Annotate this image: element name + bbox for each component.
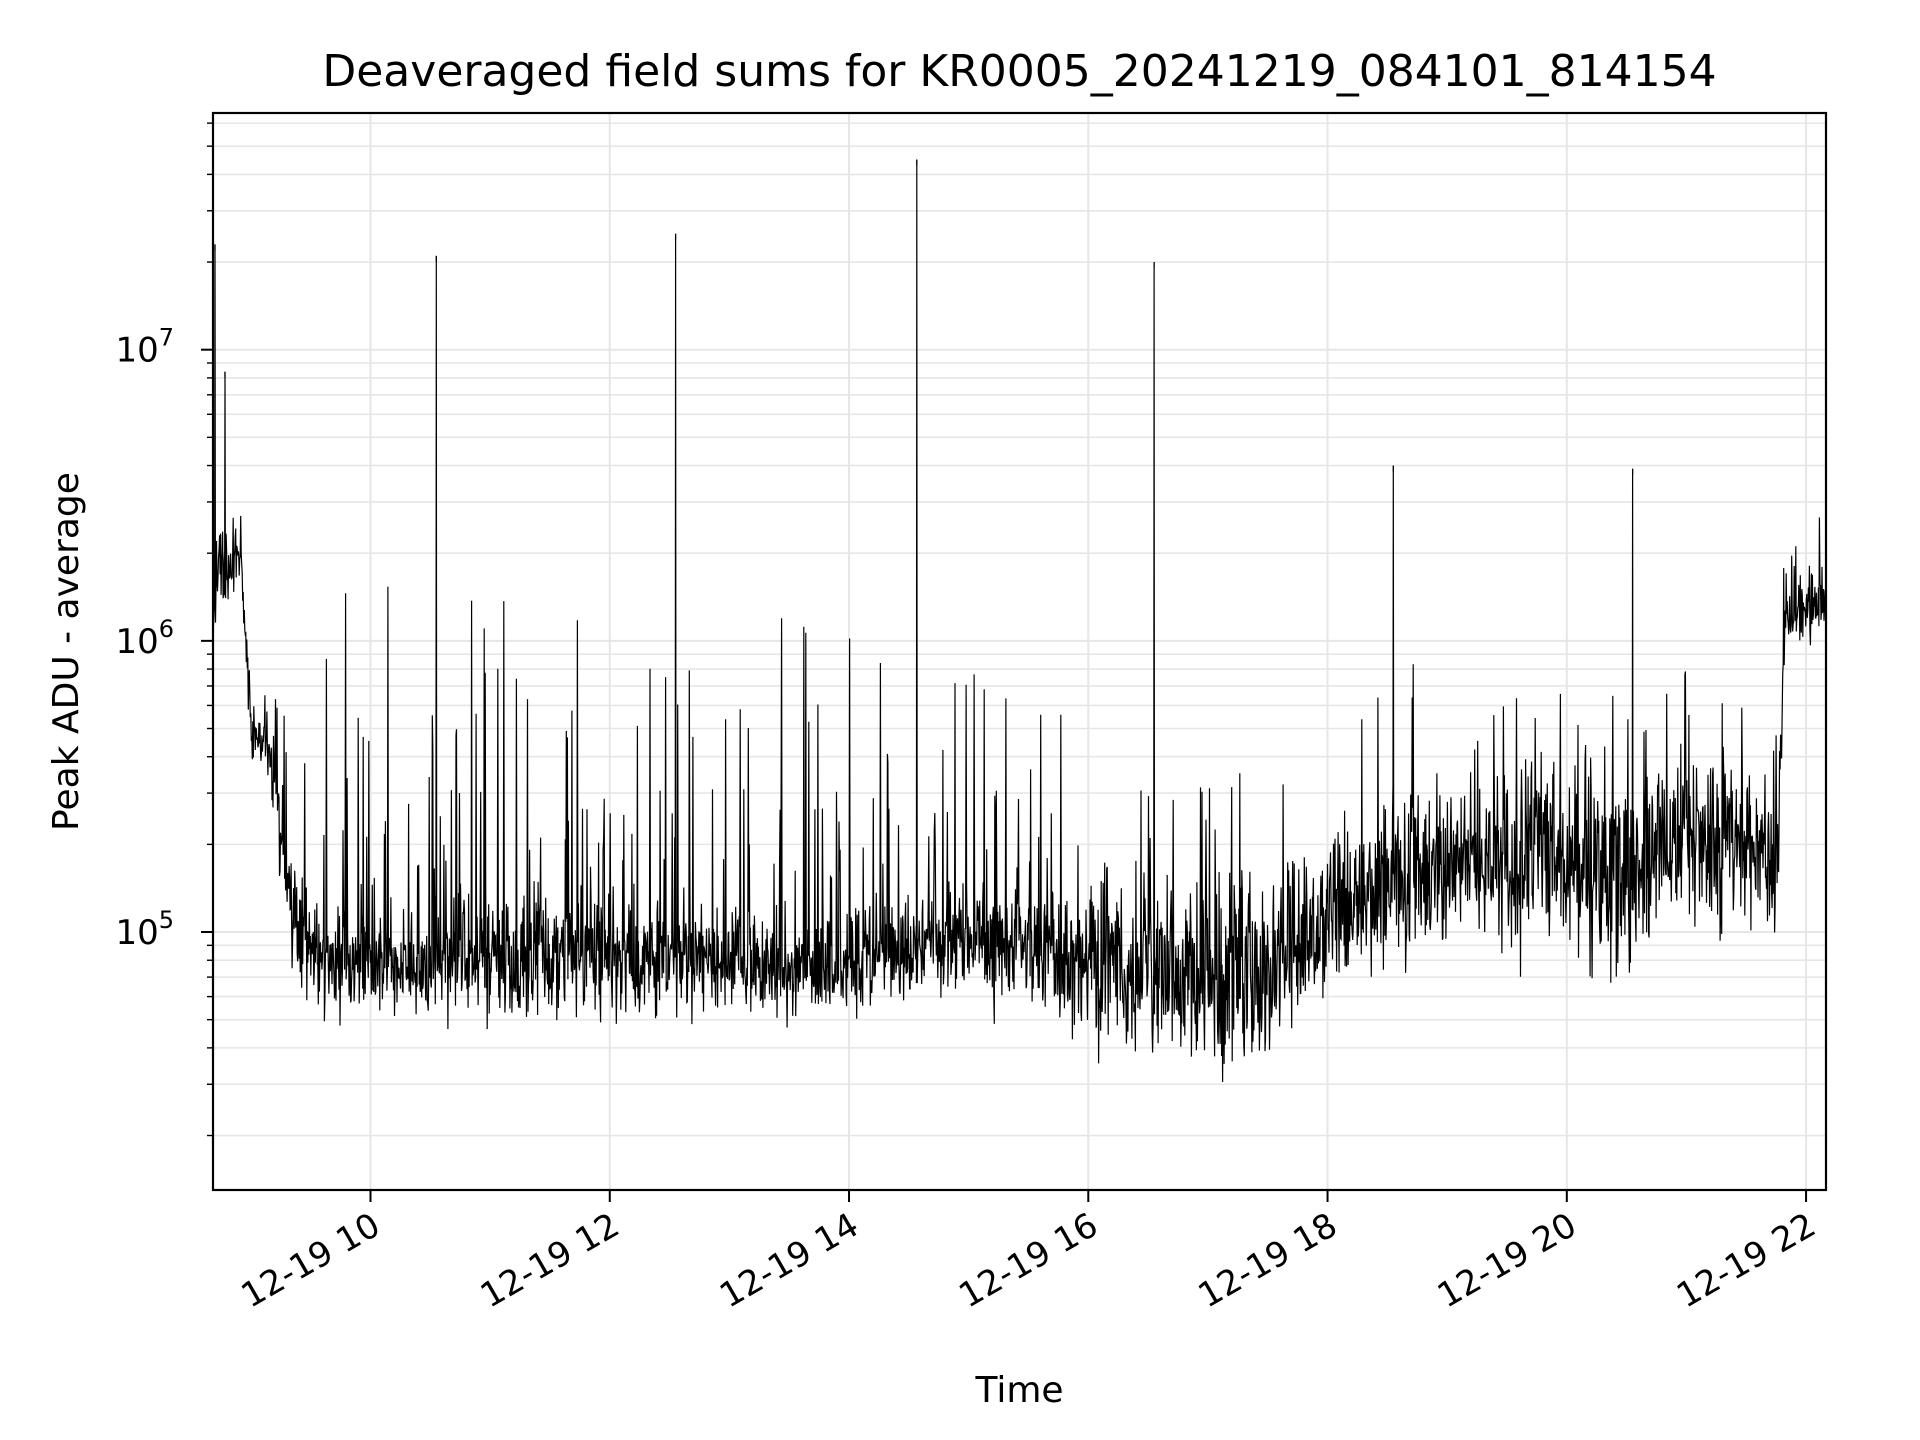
x-tick-label: 12-19 22 [1670, 1205, 1822, 1316]
series-line [213, 159, 1826, 1083]
y-tick-label-exponent: 7 [159, 324, 174, 352]
y-tick-label-base: 10 [115, 622, 158, 662]
y-tick-label: 106 [115, 615, 174, 662]
x-tick-label: 12-19 16 [952, 1205, 1104, 1316]
y-tick-label-exponent: 6 [159, 615, 174, 643]
x-tick-label: 12-19 18 [1192, 1205, 1344, 1316]
grid-layer [213, 113, 1826, 1190]
y-axis-label: Peak ADU - average [46, 472, 87, 831]
x-axis-label: Time [974, 1370, 1063, 1411]
x-tick-label: 12-19 20 [1431, 1205, 1583, 1316]
x-tick-label: 12-19 10 [235, 1205, 387, 1316]
y-tick-label: 107 [115, 324, 174, 371]
y-tick-label-base: 10 [115, 913, 158, 953]
y-tick-label: 105 [115, 906, 174, 953]
data-layer [213, 159, 1826, 1083]
x-tick-label: 12-19 14 [713, 1205, 865, 1316]
plot-frame [211, 111, 1828, 1192]
y-tick-label-exponent: 5 [159, 906, 174, 934]
y-tick-label-base: 10 [115, 331, 158, 371]
x-tick-label: 12-19 12 [474, 1205, 626, 1316]
chart-title: Deaveraged field sums for KR0005_2024121… [322, 46, 1716, 97]
